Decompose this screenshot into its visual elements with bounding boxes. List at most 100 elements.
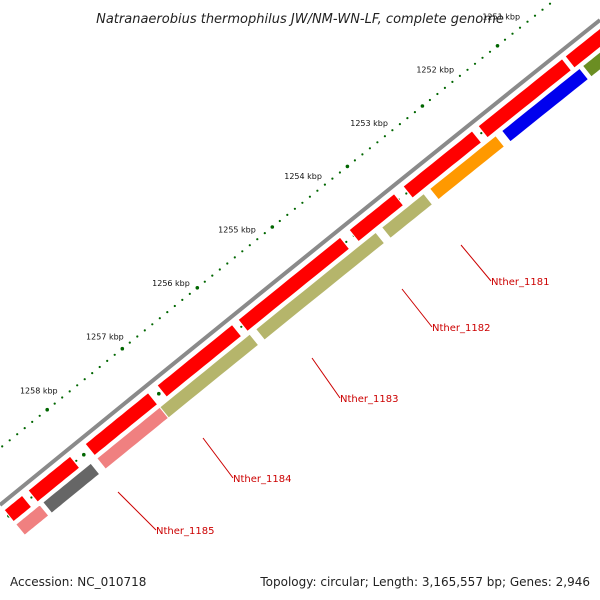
tick-dot: [316, 189, 319, 192]
tick-dot: [106, 359, 109, 362]
tick-dot: [488, 50, 492, 53]
tick-dot: [211, 274, 214, 277]
forward-cds[interactable]: [402, 130, 483, 199]
tick-dot: [451, 80, 454, 83]
tick-dot: [188, 292, 191, 295]
tick-dot: [203, 280, 206, 283]
tick-dot: [158, 317, 161, 320]
forward-cds[interactable]: [237, 236, 351, 333]
tick-label: 1257 kbp: [86, 333, 124, 342]
tick-dot: [308, 195, 311, 198]
tick-label: 1258 kbp: [20, 386, 58, 395]
tick-dot: [541, 8, 544, 11]
tick-dot: [76, 384, 79, 387]
tick-dot: [466, 68, 469, 71]
tick-dot: [345, 164, 350, 169]
genome-backbone: [0, 18, 600, 507]
gene-label-leader: [460, 244, 492, 282]
tick-dot: [226, 262, 229, 265]
tick-dot: [113, 353, 116, 356]
tick-dot: [68, 390, 71, 393]
tick-dot: [301, 201, 304, 204]
reverse-cds[interactable]: [380, 192, 434, 240]
tick-dot: [181, 298, 184, 301]
gene-label-leader: [401, 288, 433, 328]
tick-dot: [120, 346, 125, 351]
tick-dot: [518, 26, 522, 29]
tick-dot: [61, 396, 64, 399]
forward-cds[interactable]: [27, 455, 81, 503]
tick-dot: [480, 132, 483, 135]
tick-label-group: 1251 kbp 1252 kbp 1253 kbp 1254 kbp 1255 kbp…: [20, 13, 520, 396]
gene-label[interactable]: Nther_1182: [432, 323, 490, 334]
forward-cds[interactable]: [84, 391, 159, 457]
forward-cds[interactable]: [477, 57, 573, 139]
tick-dot: [278, 219, 281, 223]
tick-label: 1253 kbp: [350, 119, 388, 128]
tick-dot: [368, 147, 371, 150]
tick-dot: [1, 445, 4, 448]
gene-label[interactable]: Nther_1184: [233, 474, 291, 485]
tick-dot: [38, 414, 41, 417]
tick-dot: [270, 225, 275, 229]
gene-label[interactable]: Nther_1181: [491, 277, 549, 288]
tick-dot: [98, 365, 101, 369]
tick-dot: [376, 141, 379, 144]
gene-label-leader: [117, 491, 157, 531]
gene-label-leader: [311, 357, 341, 399]
tick-dot: [166, 311, 169, 314]
tick-dot: [420, 104, 425, 108]
tick-dot: [53, 402, 56, 405]
tick-dot: [293, 207, 296, 210]
tick-dot: [533, 14, 537, 17]
tick-dot: [458, 74, 461, 77]
gene-label[interactable]: Nther_1185: [156, 526, 214, 537]
forward-cds[interactable]: [348, 193, 405, 243]
forward-cds[interactable]: [564, 25, 600, 69]
tick-dot: [45, 407, 49, 412]
tick-label: 1254 kbp: [284, 172, 322, 181]
tick-dot: [248, 244, 251, 247]
tick-dot: [436, 92, 439, 96]
reverse-cds[interactable]: [42, 462, 101, 514]
tick-dot: [406, 117, 409, 120]
gene-label-group: Nther_1181 Nther_1182 Nther_1183 Nther_1184…: [117, 244, 549, 537]
tick-dot: [391, 129, 394, 132]
reverse-cds[interactable]: [254, 231, 386, 341]
tick-dot: [263, 232, 266, 235]
tick-dot: [345, 240, 348, 243]
tick-dot: [361, 153, 364, 156]
tick-dot: [23, 427, 26, 430]
tick-dot: [30, 496, 33, 499]
tick-dot: [195, 286, 200, 290]
tick-label: 1256 kbp: [152, 279, 190, 288]
reverse-strand-track: [15, 40, 600, 536]
tick-dot: [240, 325, 243, 328]
tick-dot: [136, 335, 139, 338]
forward-cds[interactable]: [156, 323, 243, 398]
tick-dot: [473, 62, 477, 65]
forward-cds[interactable]: [3, 494, 33, 523]
reverse-cds[interactable]: [500, 67, 590, 143]
tick-dot: [173, 304, 176, 308]
tick-label: 1252 kbp: [416, 66, 454, 75]
tick-dot: [443, 86, 446, 89]
tick-dot: [241, 250, 244, 253]
map-title: Natranaerobius thermophilus JW/NM-WN-LF,…: [96, 12, 504, 27]
tick-dot: [481, 56, 484, 59]
tick-dot: [75, 459, 78, 462]
reverse-cds[interactable]: [15, 504, 50, 536]
topology-summary-text: Topology: circular; Length: 3,165,557 bp…: [259, 575, 590, 589]
tick-dot: [143, 329, 146, 332]
reverse-cds[interactable]: [428, 134, 506, 201]
reverse-cds[interactable]: [159, 333, 260, 419]
gene-label-leader: [202, 437, 234, 479]
tick-dot: [233, 256, 236, 259]
tick-dot: [323, 183, 326, 186]
reverse-cds[interactable]: [581, 40, 600, 78]
tick-label: 1251 kbp: [482, 13, 520, 22]
tick-dot: [256, 238, 259, 241]
tick-dot: [218, 268, 221, 271]
gene-label[interactable]: Nther_1183: [340, 394, 398, 405]
tick-dot: [353, 159, 356, 162]
